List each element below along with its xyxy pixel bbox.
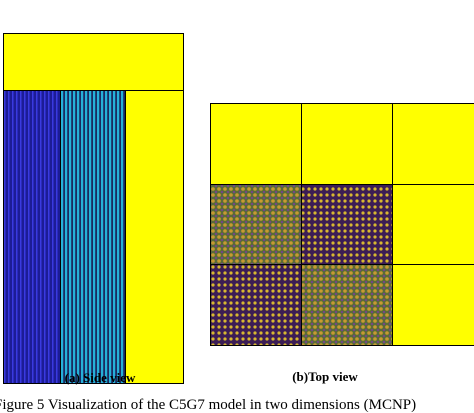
panel-caption: (a) Side view [65, 370, 136, 385]
figure-caption: Figure 5 Visualization of the C5G7 model… [0, 397, 416, 413]
panel-caption: (b)Top view [292, 369, 358, 384]
side-view [3, 33, 184, 384]
top-view [210, 103, 474, 346]
